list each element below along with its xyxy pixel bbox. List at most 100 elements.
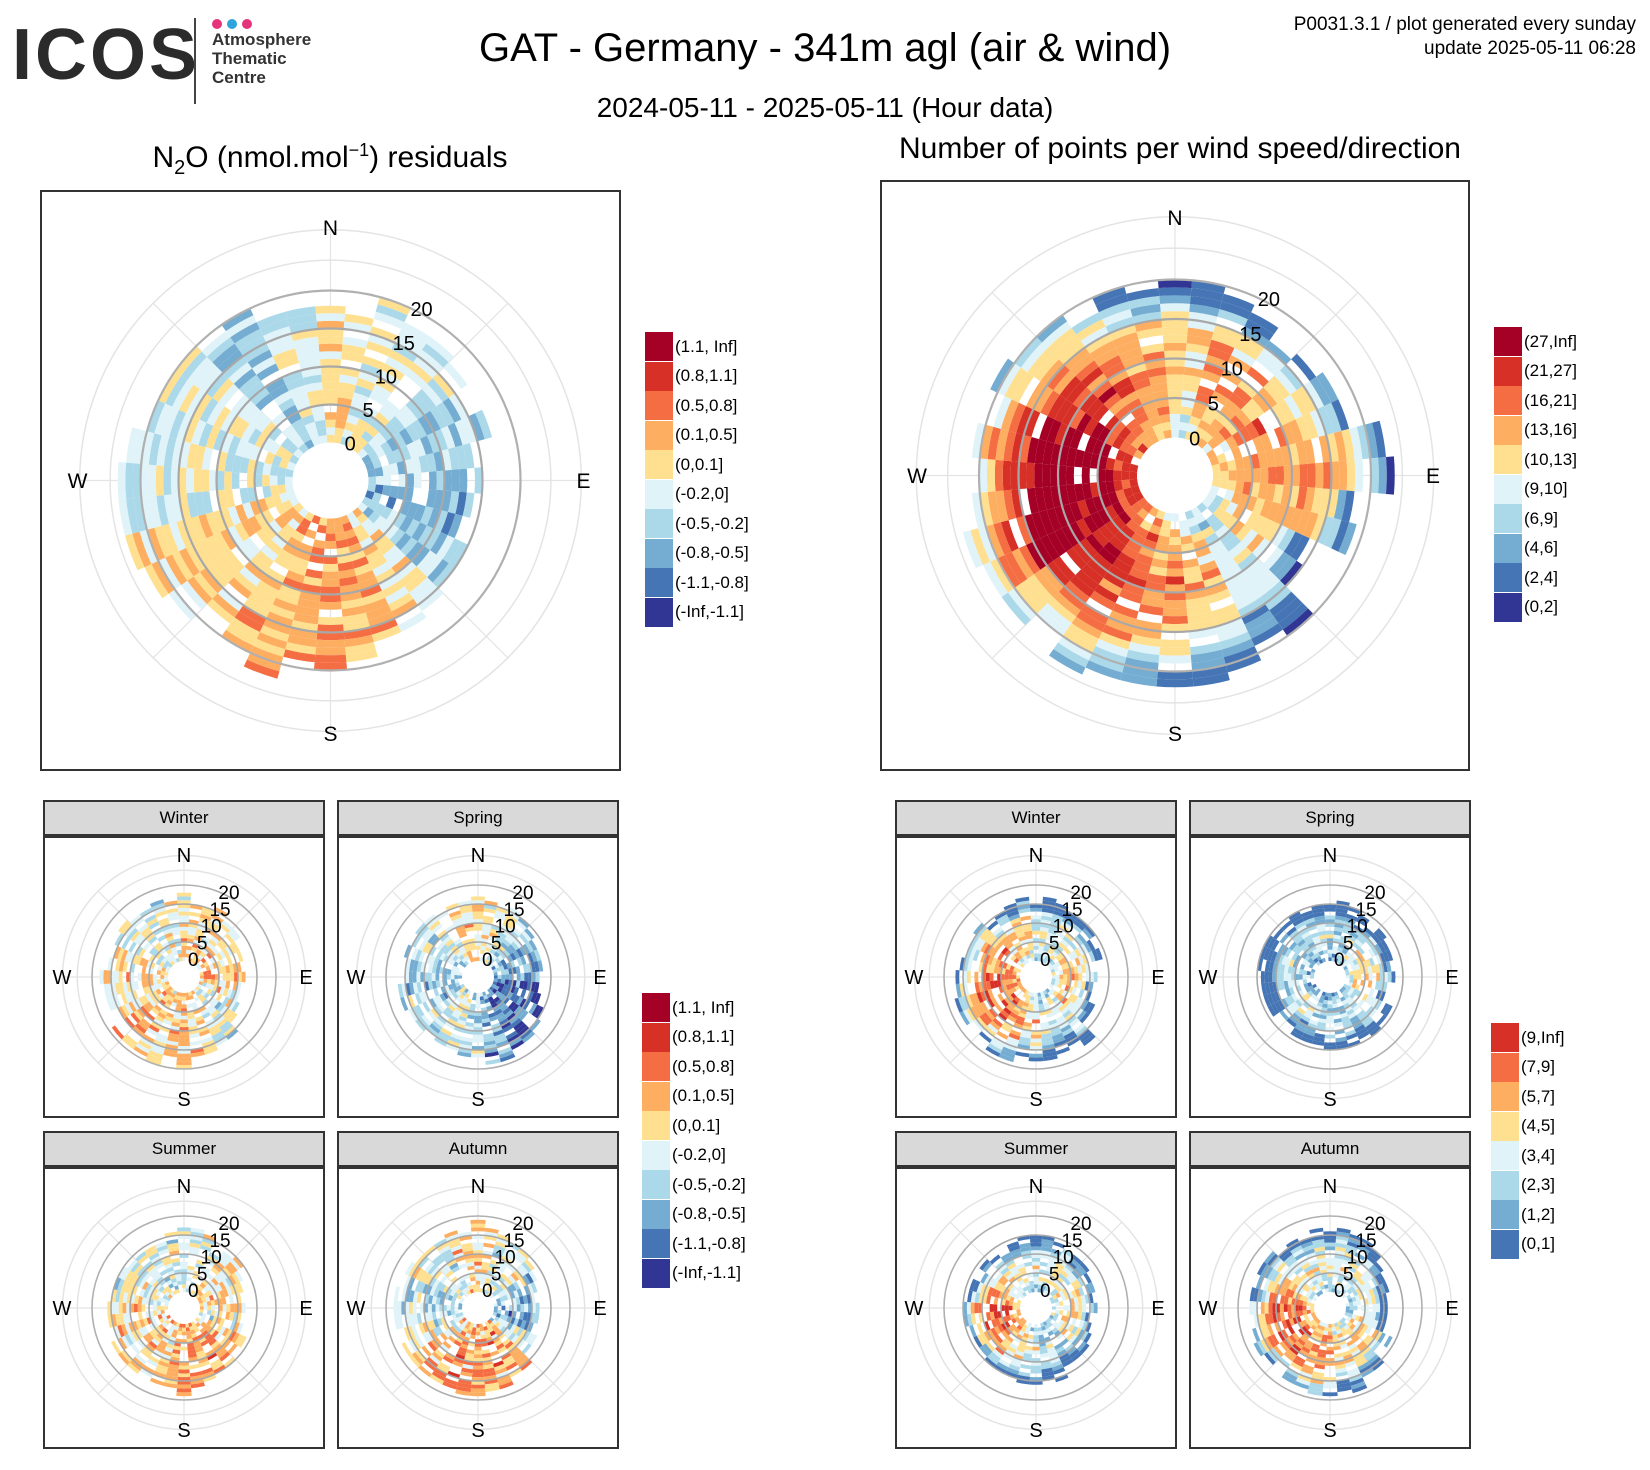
heat-tile [1150, 558, 1168, 569]
heat-tile [447, 513, 463, 539]
heat-tile [1063, 1030, 1076, 1040]
heat-tile [145, 1263, 156, 1273]
heat-tile [1092, 552, 1113, 572]
heat-tile [199, 1302, 204, 1307]
heat-tile [177, 896, 191, 901]
speed-ring [1000, 1272, 1072, 1344]
heat-tile [168, 915, 179, 922]
heat-tile [411, 456, 422, 474]
heat-tile [172, 1329, 178, 1335]
heat-tile [486, 1286, 492, 1292]
heat-tile [1268, 971, 1273, 983]
speed-tick-label: 5 [1049, 1264, 1060, 1285]
heat-tile [1237, 552, 1258, 572]
heat-tile [190, 1047, 204, 1054]
heat-tile [316, 320, 345, 330]
heat-tile [1236, 469, 1245, 482]
heat-tile [211, 999, 219, 1008]
heat-tile [1341, 991, 1347, 997]
heat-tile [213, 429, 228, 451]
heat-tile [488, 1266, 496, 1273]
heat-tile [1073, 966, 1079, 974]
heat-tile [385, 356, 409, 375]
heat-tile [424, 1261, 435, 1273]
heat-tile [178, 467, 187, 494]
polar-tiles [99, 892, 246, 1069]
heat-tile [1055, 1262, 1065, 1270]
heat-tile [1168, 537, 1182, 546]
heat-tile [158, 557, 182, 590]
heat-tile [222, 1279, 230, 1289]
heat-tile [1004, 551, 1028, 584]
heat-tile [1209, 485, 1220, 495]
heat-tile [304, 421, 317, 433]
heat-tile [486, 955, 492, 961]
heat-tile [1266, 992, 1275, 1005]
heat-tile [164, 1302, 169, 1307]
heat-tile [1207, 588, 1232, 604]
heat-tile [1031, 1253, 1041, 1258]
heat-tile [219, 1290, 226, 1298]
heat-tile [992, 926, 1003, 937]
heat-tile [208, 1252, 220, 1261]
heat-tile [117, 1337, 128, 1350]
heat-tile [115, 982, 121, 995]
heat-tile [510, 1334, 520, 1344]
heat-tile [1037, 1327, 1043, 1332]
heat-tile [1002, 460, 1012, 491]
heat-tile [1158, 287, 1192, 296]
heat-tile [455, 1313, 461, 1318]
heat-tile [438, 1245, 451, 1255]
heat-tile [992, 1348, 1003, 1359]
heat-tile [1019, 1339, 1027, 1346]
heat-tile [511, 1348, 522, 1359]
heat-tile [1085, 398, 1104, 418]
heat-tile [1056, 1001, 1064, 1009]
speed-tick-label: 20 [1258, 289, 1280, 311]
heat-tile [1024, 959, 1030, 964]
heat-tile [474, 1261, 482, 1266]
heat-tile [507, 1033, 520, 1044]
heat-tile [239, 374, 261, 395]
speed-ring [962, 903, 1110, 1051]
heat-tile [1326, 1011, 1334, 1016]
heat-tile [416, 961, 423, 972]
heat-tile [168, 1032, 179, 1039]
heat-tile [194, 445, 206, 470]
heat-tile [1081, 467, 1090, 484]
heat-tile [130, 930, 141, 942]
heat-tile [979, 928, 990, 940]
heat-tile [965, 994, 974, 1008]
heat-tile [963, 1301, 968, 1315]
heat-tile [1241, 603, 1270, 625]
heat-tile [1048, 1259, 1058, 1266]
heat-tile [993, 966, 999, 974]
heat-tile [1291, 932, 1302, 942]
heat-tile [203, 1305, 208, 1311]
heat-tile [201, 1313, 207, 1318]
heat-tile [1071, 1318, 1078, 1326]
heat-tile [974, 971, 979, 983]
heat-tile [1076, 610, 1106, 632]
heat-tile [1347, 906, 1361, 915]
heat-tile [1270, 524, 1289, 548]
heat-tile [1335, 1036, 1347, 1043]
heat-tile [199, 975, 204, 979]
heat-tile [1361, 1260, 1371, 1270]
heat-tile [484, 1281, 490, 1287]
heat-tile [471, 904, 485, 909]
heat-tile [1104, 504, 1118, 520]
heat-tile [387, 550, 406, 568]
heat-tile [1307, 1353, 1317, 1361]
heat-tile [1346, 459, 1356, 492]
heat-tile [1371, 965, 1377, 974]
heat-tile [215, 1324, 223, 1333]
compass-n: N [1323, 845, 1337, 867]
heat-tile [426, 917, 439, 929]
heat-tile [1045, 1291, 1050, 1297]
heat-tile [1051, 951, 1059, 958]
heat-tile [164, 988, 170, 994]
heat-tile [148, 1355, 160, 1364]
heat-tile [1224, 399, 1241, 416]
